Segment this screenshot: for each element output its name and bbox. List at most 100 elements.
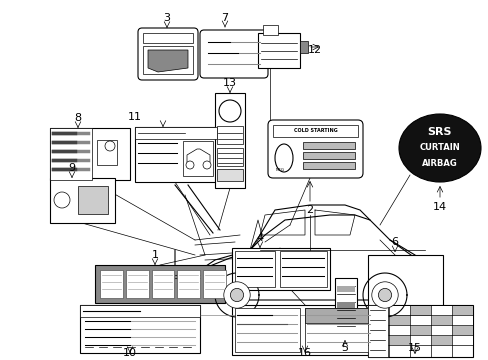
Bar [280,251,326,287]
Bar [452,326,472,335]
Bar [424,265,429,280]
Circle shape [105,141,115,151]
Bar [368,326,388,335]
Bar [175,270,200,280]
FancyBboxPatch shape [200,30,267,78]
Circle shape [219,100,241,122]
Circle shape [378,288,391,302]
Bar [95,265,224,303]
Bar [263,25,278,35]
Bar [305,308,372,323]
Circle shape [230,288,243,302]
Bar [367,255,442,310]
Text: SRS: SRS [427,127,451,137]
Bar [231,305,376,355]
Text: 4: 4 [256,233,263,243]
Bar [303,162,354,169]
Bar [97,140,117,165]
Bar [410,306,430,315]
Text: 15: 15 [407,343,421,353]
Text: 7: 7 [221,13,228,23]
Bar [142,46,193,74]
FancyBboxPatch shape [138,28,198,80]
Text: AIRBAG: AIRBAG [421,158,457,167]
Text: 3: 3 [163,13,170,23]
Bar [452,336,472,345]
Bar [217,126,243,144]
Bar [50,128,130,180]
Ellipse shape [398,114,480,182]
Bar [183,141,213,176]
Bar [452,316,472,325]
Bar [410,316,430,325]
Text: 5: 5 [341,343,348,353]
Text: 6: 6 [391,237,398,247]
Bar [235,308,299,352]
Bar [258,33,299,68]
Bar [305,308,372,352]
Bar [272,125,357,137]
Bar [410,336,430,345]
Bar [177,270,200,298]
Bar [367,305,387,357]
Text: 2: 2 [306,205,313,215]
Text: 8: 8 [74,113,81,123]
Bar [389,326,409,335]
Bar [410,326,430,335]
Bar [336,302,354,308]
Bar [50,178,115,223]
Bar [80,305,200,353]
Bar [231,248,329,290]
Text: 13: 13 [223,78,237,88]
Bar [334,278,356,340]
Bar [125,270,148,298]
Bar [203,270,225,298]
Text: COLD STARTING: COLD STARTING [293,129,337,134]
Bar [431,316,451,325]
Bar [431,326,451,335]
Bar [431,306,451,315]
Bar [151,270,174,298]
Bar [217,148,243,166]
Bar [215,93,244,188]
Bar [452,306,472,315]
Text: MFG: MFG [275,168,285,172]
FancyBboxPatch shape [267,120,362,178]
Bar [142,33,193,43]
Bar [100,270,122,298]
Bar [389,306,409,315]
Text: 16: 16 [297,348,311,358]
Bar [336,286,354,292]
Bar [303,152,354,159]
Text: 10: 10 [123,348,137,358]
Bar [303,142,354,149]
Text: 1: 1 [151,250,158,260]
Bar [367,305,472,357]
Bar [389,316,409,325]
Text: 12: 12 [307,45,322,55]
Bar [135,127,217,139]
Bar [80,305,200,317]
Bar [217,169,243,181]
Bar [235,251,274,287]
Circle shape [185,161,194,169]
Text: 14: 14 [432,202,446,212]
Bar [431,336,451,345]
Bar [50,128,92,180]
Bar [389,336,409,345]
Polygon shape [148,50,187,72]
Circle shape [203,161,210,169]
Text: 11: 11 [128,112,142,122]
Circle shape [371,282,397,308]
Bar [368,336,388,345]
Bar [135,127,217,182]
Text: CURTAIN: CURTAIN [419,144,459,153]
Ellipse shape [274,144,292,172]
Bar [368,316,388,325]
Circle shape [54,192,70,208]
Bar [368,306,388,315]
Bar [78,186,108,214]
Circle shape [224,282,250,308]
Bar [299,41,307,53]
Text: 9: 9 [68,163,76,173]
